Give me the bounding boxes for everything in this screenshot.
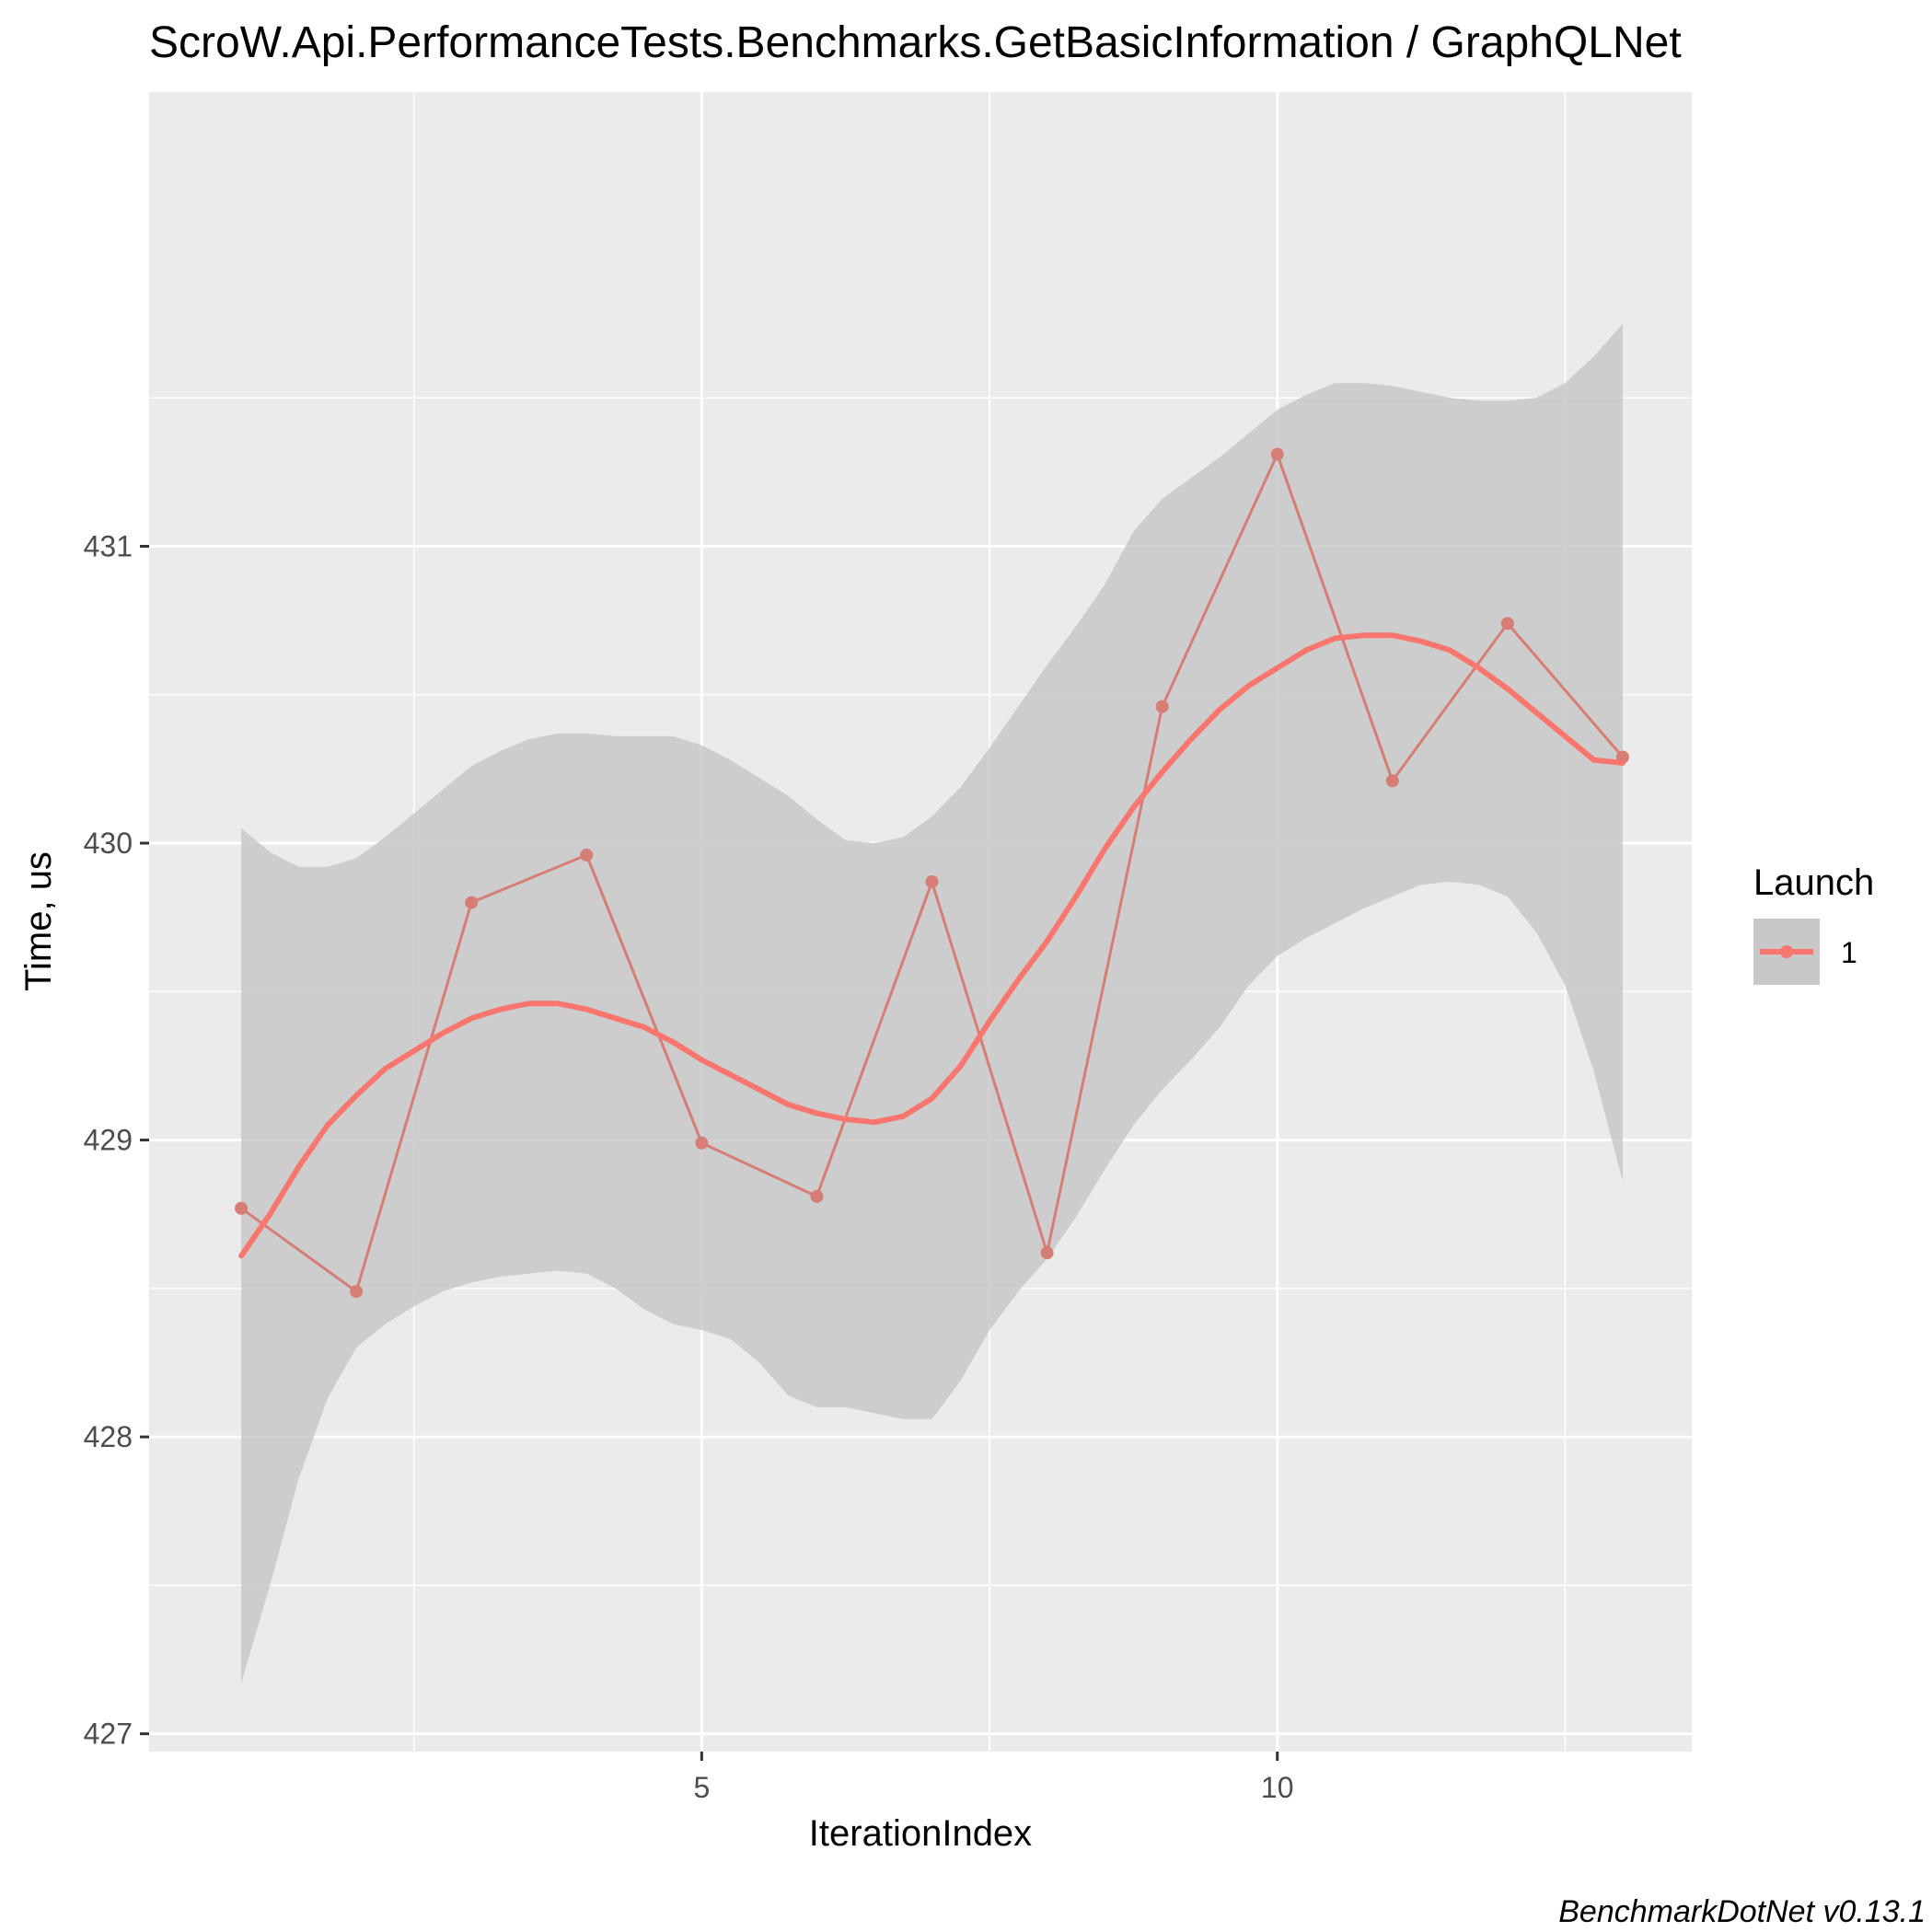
y-tick-label-2: 429	[84, 1124, 133, 1157]
legend-key-point	[1780, 945, 1793, 958]
data-point-6	[810, 1189, 824, 1203]
x-axis-title: IterationIndex	[809, 1813, 1032, 1854]
y-axis-title: Time, us	[18, 851, 59, 991]
y-tick-label-4: 431	[84, 529, 133, 562]
x-tick-label-1: 10	[1261, 1771, 1294, 1804]
legend-title: Launch	[1753, 862, 1874, 903]
data-point-1	[235, 1201, 249, 1215]
data-point-3	[465, 896, 479, 909]
legend-label-1: 1	[1841, 936, 1857, 969]
data-point-5	[695, 1136, 709, 1150]
data-point-9	[1155, 700, 1169, 713]
x-axis: 5 10	[693, 1752, 1294, 1804]
data-point-10	[1270, 447, 1284, 461]
data-point-8	[1040, 1246, 1054, 1260]
caption: BenchmarkDotNet v0.13.1	[1558, 1894, 1926, 1929]
y-tick-label-0: 427	[84, 1718, 133, 1751]
smooth-line-1	[238, 632, 1625, 1259]
data-point-4	[580, 848, 594, 862]
x-tick-label-0: 5	[693, 1771, 710, 1804]
data-point-2	[350, 1285, 364, 1299]
y-tick-label-3: 430	[84, 827, 133, 860]
confidence-ribbon	[241, 323, 1624, 1683]
chart-title: ScroW.Api.PerformanceTests.Benchmarks.Ge…	[149, 18, 1682, 67]
data-point-11	[1385, 774, 1399, 788]
y-axis: 427 428 429 430 431	[84, 529, 149, 1751]
y-tick-label-1: 428	[84, 1420, 133, 1453]
data-point-7	[925, 874, 939, 888]
data-point-12	[1500, 617, 1514, 631]
legend: Launch 1	[1753, 862, 1874, 985]
